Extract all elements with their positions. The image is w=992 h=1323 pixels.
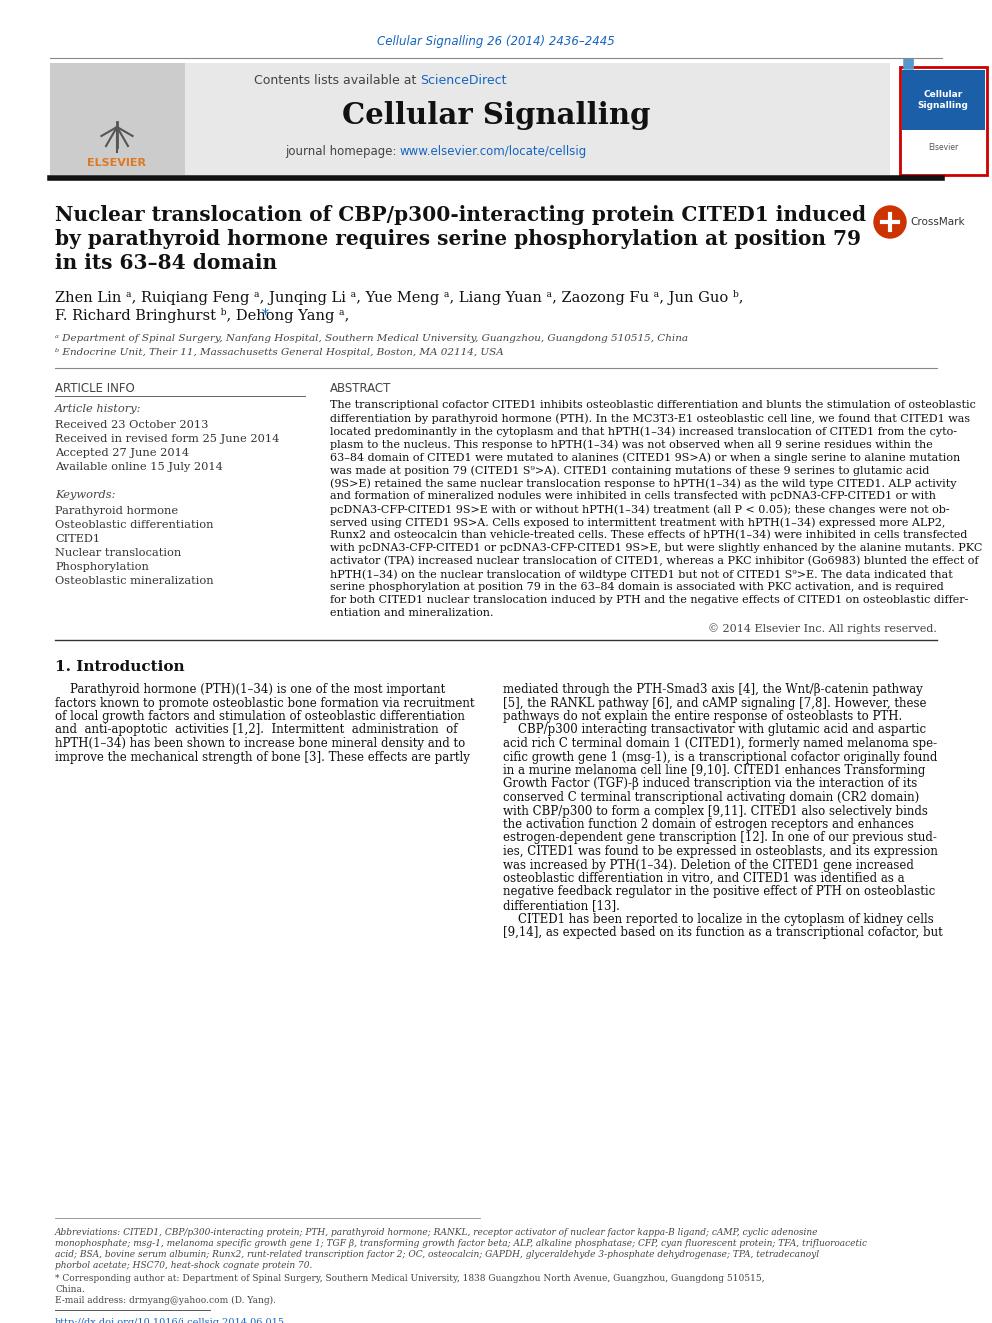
Text: pcDNA3-CFP-CITED1 9S>E with or without hPTH(1–34) treatment (all P < 0.05); thes: pcDNA3-CFP-CITED1 9S>E with or without h… <box>330 504 949 515</box>
Text: ABSTRACT: ABSTRACT <box>330 382 392 396</box>
Bar <box>900 67 987 175</box>
Text: http://dx.doi.org/10.1016/j.cellsig.2014.06.015: http://dx.doi.org/10.1016/j.cellsig.2014… <box>55 1318 285 1323</box>
Text: pathways do not explain the entire response of osteoblasts to PTH.: pathways do not explain the entire respo… <box>503 710 903 722</box>
Bar <box>50 64 185 175</box>
Text: in a murine melanoma cell line [9,10]. CITED1 enhances Transforming: in a murine melanoma cell line [9,10]. C… <box>503 763 926 777</box>
Text: with CBP/p300 to form a complex [9,11]. CITED1 also selectively binds: with CBP/p300 to form a complex [9,11]. … <box>503 804 928 818</box>
Text: hPTH(1–34) on the nuclear translocation of wildtype CITED1 but not of CITED1 S⁹>: hPTH(1–34) on the nuclear translocation … <box>330 569 952 579</box>
Text: entiation and mineralization.: entiation and mineralization. <box>330 609 493 618</box>
Text: activator (TPA) increased nuclear translocation of CITED1, whereas a PKC inhibit: activator (TPA) increased nuclear transl… <box>330 556 978 566</box>
Text: was made at position 79 (CITED1 S⁹>A). CITED1 containing mutations of these 9 se: was made at position 79 (CITED1 S⁹>A). C… <box>330 464 930 475</box>
Text: in its 63–84 domain: in its 63–84 domain <box>55 253 277 273</box>
Text: of local growth factors and stimulation of osteoblastic differentiation: of local growth factors and stimulation … <box>55 710 465 722</box>
Text: CBP/p300 interacting transactivator with glutamic acid and aspartic: CBP/p300 interacting transactivator with… <box>503 724 927 737</box>
Text: the activation function 2 domain of estrogen receptors and enhances: the activation function 2 domain of estr… <box>503 818 914 831</box>
Text: journal homepage:: journal homepage: <box>285 146 400 159</box>
Text: served using CITED1 9S>A. Cells exposed to intermittent treatment with hPTH(1–34: served using CITED1 9S>A. Cells exposed … <box>330 517 945 528</box>
Text: serine phosphorylation at position 79 in the 63–84 domain is associated with PKC: serine phosphorylation at position 79 in… <box>330 582 943 591</box>
Text: www.elsevier.com/locate/cellsig: www.elsevier.com/locate/cellsig <box>400 146 587 159</box>
Text: 63–84 domain of CITED1 were mutated to alanines (CITED1 9S>A) or when a single s: 63–84 domain of CITED1 were mutated to a… <box>330 452 960 463</box>
Text: Nuclear translocation: Nuclear translocation <box>55 548 182 558</box>
Text: Accepted 27 June 2014: Accepted 27 June 2014 <box>55 448 189 458</box>
Text: CITED1: CITED1 <box>55 534 100 544</box>
Text: ARTICLE INFO: ARTICLE INFO <box>55 382 135 396</box>
Text: ELSEVIER: ELSEVIER <box>87 157 147 168</box>
Text: Cellular Signalling 26 (2014) 2436–2445: Cellular Signalling 26 (2014) 2436–2445 <box>377 36 615 49</box>
Text: ᵇ Endocrine Unit, Their 11, Massachusetts General Hospital, Boston, MA 02114, US: ᵇ Endocrine Unit, Their 11, Massachusett… <box>55 348 504 357</box>
Text: F. Richard Bringhurst ᵇ, Dehong Yang ᵃ,: F. Richard Bringhurst ᵇ, Dehong Yang ᵃ, <box>55 308 349 323</box>
Text: plasm to the nucleus. This response to hPTH(1–34) was not observed when all 9 se: plasm to the nucleus. This response to h… <box>330 439 932 450</box>
Text: differentiation by parathyroid hormone (PTH). In the MC3T3-E1 osteoblastic cell : differentiation by parathyroid hormone (… <box>330 413 970 423</box>
Text: monophosphate; msg-1, melanoma specific growth gene 1; TGF β, transforming growt: monophosphate; msg-1, melanoma specific … <box>55 1240 867 1248</box>
Text: located predominantly in the cytoplasm and that hPTH(1–34) increased translocati: located predominantly in the cytoplasm a… <box>330 426 957 437</box>
Text: hPTH(1–34) has been shown to increase bone mineral density and to: hPTH(1–34) has been shown to increase bo… <box>55 737 465 750</box>
Text: Cellular
Signalling: Cellular Signalling <box>918 90 968 110</box>
Text: negative feedback regulator in the positive effect of PTH on osteoblastic: negative feedback regulator in the posit… <box>503 885 935 898</box>
Text: Article history:: Article history: <box>55 404 142 414</box>
Text: Parathyroid hormone (PTH)(1–34) is one of the most important: Parathyroid hormone (PTH)(1–34) is one o… <box>55 683 445 696</box>
Text: ies, CITED1 was found to be expressed in osteoblasts, and its expression: ies, CITED1 was found to be expressed in… <box>503 845 937 859</box>
Text: Zhen Lin ᵃ, Ruiqiang Feng ᵃ, Junqing Li ᵃ, Yue Meng ᵃ, Liang Yuan ᵃ, Zaozong Fu : Zhen Lin ᵃ, Ruiqiang Feng ᵃ, Junqing Li … <box>55 290 743 306</box>
Text: acid; BSA, bovine serum albumin; Runx2, runt-related transcription factor 2; OC,: acid; BSA, bovine serum albumin; Runx2, … <box>55 1250 819 1259</box>
Text: Growth Factor (TGF)-β induced transcription via the interaction of its: Growth Factor (TGF)-β induced transcript… <box>503 778 918 791</box>
Text: factors known to promote osteoblastic bone formation via recruitment: factors known to promote osteoblastic bo… <box>55 696 474 709</box>
Text: was increased by PTH(1–34). Deletion of the CITED1 gene increased: was increased by PTH(1–34). Deletion of … <box>503 859 914 872</box>
Text: Available online 15 July 2014: Available online 15 July 2014 <box>55 462 223 472</box>
Text: (9S>E) retained the same nuclear translocation response to hPTH(1–34) as the wil: (9S>E) retained the same nuclear translo… <box>330 478 956 488</box>
Text: Elsevier: Elsevier <box>928 143 958 152</box>
Text: Osteoblastic differentiation: Osteoblastic differentiation <box>55 520 213 531</box>
Text: 1. Introduction: 1. Introduction <box>55 660 185 673</box>
Text: Phosphorylation: Phosphorylation <box>55 562 149 572</box>
Text: E-mail address: drmyang@yahoo.com (D. Yang).: E-mail address: drmyang@yahoo.com (D. Ya… <box>55 1297 276 1304</box>
Text: [9,14], as expected based on its function as a transcriptional cofactor, but: [9,14], as expected based on its functio… <box>503 926 942 939</box>
Text: CITED1 has been reported to localize in the cytoplasm of kidney cells: CITED1 has been reported to localize in … <box>503 913 933 926</box>
Text: with pcDNA3-CFP-CITED1 or pcDNA3-CFP-CITED1 9S>E, but were slightly enhanced by : with pcDNA3-CFP-CITED1 or pcDNA3-CFP-CIT… <box>330 542 982 553</box>
Text: differentiation [13].: differentiation [13]. <box>503 900 620 912</box>
Text: and formation of mineralized nodules were inhibited in cells transfected with pc: and formation of mineralized nodules wer… <box>330 491 936 501</box>
Text: Osteoblastic mineralization: Osteoblastic mineralization <box>55 576 213 586</box>
Text: Cellular Signalling: Cellular Signalling <box>342 101 650 130</box>
Circle shape <box>874 206 906 238</box>
Text: Parathyroid hormone: Parathyroid hormone <box>55 505 179 516</box>
Text: * Corresponding author at: Department of Spinal Surgery, Southern Medical Univer: * Corresponding author at: Department of… <box>55 1274 765 1283</box>
Text: ᵃ Department of Spinal Surgery, Nanfang Hospital, Southern Medical University, G: ᵃ Department of Spinal Surgery, Nanfang … <box>55 333 688 343</box>
Text: CrossMark: CrossMark <box>910 217 964 228</box>
Text: and  anti-apoptotic  activities [1,2].  Intermittent  administration  of: and anti-apoptotic activities [1,2]. Int… <box>55 724 457 737</box>
Text: ScienceDirect: ScienceDirect <box>420 74 507 86</box>
Text: Keywords:: Keywords: <box>55 490 115 500</box>
Text: estrogen-dependent gene transcription [12]. In one of our previous stud-: estrogen-dependent gene transcription [1… <box>503 831 936 844</box>
Text: Contents lists available at: Contents lists available at <box>254 74 420 86</box>
Text: [5], the RANKL pathway [6], and cAMP signaling [7,8]. However, these: [5], the RANKL pathway [6], and cAMP sig… <box>503 696 927 709</box>
Text: Abbreviations: CITED1, CBP/p300-interacting protein; PTH, parathyroid hormone; R: Abbreviations: CITED1, CBP/p300-interact… <box>55 1228 818 1237</box>
Text: for both CITED1 nuclear translocation induced by PTH and the negative effects of: for both CITED1 nuclear translocation in… <box>330 595 968 605</box>
Text: by parathyroid hormone requires serine phosphorylation at position 79: by parathyroid hormone requires serine p… <box>55 229 861 249</box>
Text: Runx2 and osteocalcin than vehicle-treated cells. These effects of hPTH(1–34) we: Runx2 and osteocalcin than vehicle-treat… <box>330 531 967 540</box>
Text: Nuclear translocation of CBP/p300-interacting protein CITED1 induced: Nuclear translocation of CBP/p300-intera… <box>55 205 866 225</box>
Text: ■: ■ <box>902 56 915 70</box>
Text: China.: China. <box>55 1285 84 1294</box>
Text: The transcriptional cofactor CITED1 inhibits osteoblastic differentiation and bl: The transcriptional cofactor CITED1 inhi… <box>330 400 976 410</box>
Text: improve the mechanical strength of bone [3]. These effects are partly: improve the mechanical strength of bone … <box>55 750 470 763</box>
Text: cific growth gene 1 (msg-1), is a transcriptional cofactor originally found: cific growth gene 1 (msg-1), is a transc… <box>503 750 937 763</box>
Text: *: * <box>262 308 269 321</box>
Bar <box>902 70 985 130</box>
Text: osteoblastic differentiation in vitro, and CITED1 was identified as a: osteoblastic differentiation in vitro, a… <box>503 872 905 885</box>
Text: © 2014 Elsevier Inc. All rights reserved.: © 2014 Elsevier Inc. All rights reserved… <box>708 623 937 634</box>
Text: acid rich C terminal domain 1 (CITED1), formerly named melanoma spe-: acid rich C terminal domain 1 (CITED1), … <box>503 737 937 750</box>
Text: Received 23 October 2013: Received 23 October 2013 <box>55 419 208 430</box>
Text: Received in revised form 25 June 2014: Received in revised form 25 June 2014 <box>55 434 280 445</box>
Bar <box>50 64 890 175</box>
Text: phorbol acetate; HSC70, heat-shock cognate protein 70.: phorbol acetate; HSC70, heat-shock cogna… <box>55 1261 312 1270</box>
Text: mediated through the PTH-Smad3 axis [4], the Wnt/β-catenin pathway: mediated through the PTH-Smad3 axis [4],… <box>503 683 923 696</box>
Text: conserved C terminal transcriptional activating domain (CR2 domain): conserved C terminal transcriptional act… <box>503 791 920 804</box>
